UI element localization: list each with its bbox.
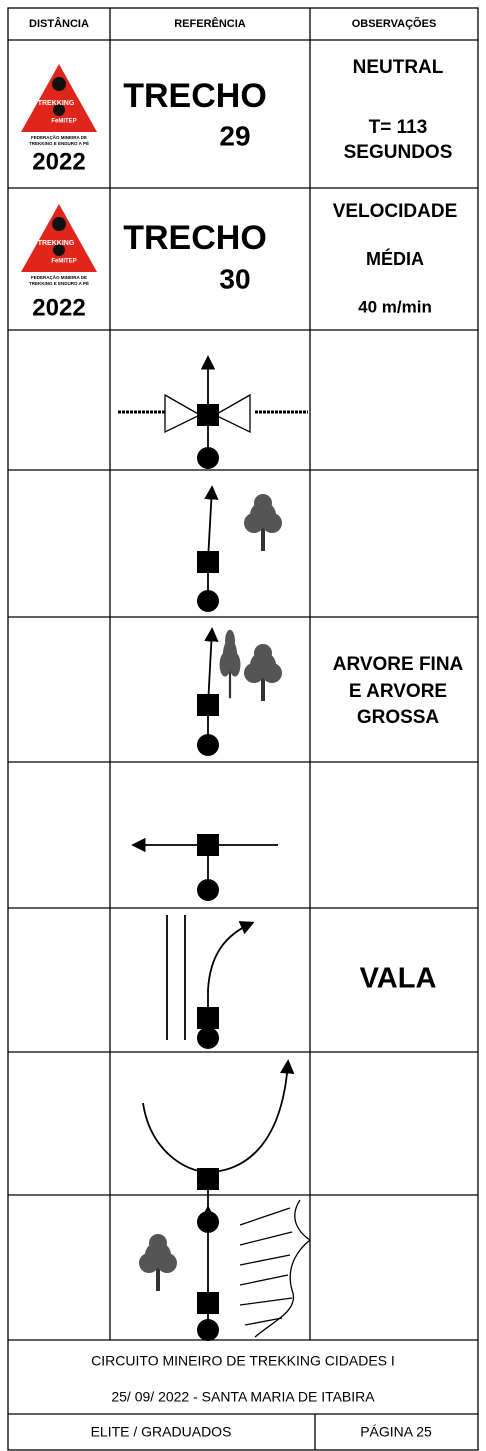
page-number: PÁGINA 25: [360, 1424, 432, 1440]
logo-federation: FEDERAÇÃO MINEIRA DE: [31, 134, 87, 140]
year: 2022: [32, 294, 85, 321]
logo-org: FeMITEP: [51, 259, 76, 265]
section-number: 30: [219, 263, 250, 294]
column-header: REFERÊNCIA: [174, 17, 246, 30]
route-diagram: [118, 355, 308, 469]
category: ELITE / GRADUADOS: [91, 1424, 232, 1440]
observation: E ARVORE: [349, 681, 447, 702]
observation: SEGUNDOS: [344, 142, 453, 163]
observation: GROSSA: [357, 707, 440, 728]
logo-federation: TREKKING E ENDURO A PÉ: [29, 279, 89, 286]
section-title: TRECHO: [123, 219, 267, 257]
route-diagram: ARVORE FINA E ARVORE GROSSA: [197, 627, 464, 756]
logo-org: FeMITEP: [51, 119, 76, 125]
logo-badge: TREKKING: [38, 240, 75, 247]
route-diagram: [131, 834, 278, 901]
footer-line: CIRCUITO MINEIRO DE TREKKING CIDADES I: [91, 1353, 395, 1369]
route-diagram: [139, 1199, 312, 1341]
logo-federation: TREKKING E ENDURO A PÉ: [29, 139, 89, 146]
observation: 40 m/min: [358, 297, 432, 316]
route-diagram: VALA: [166, 915, 437, 1049]
footer-line: 25/ 09/ 2022 - SANTA MARIA DE ITABIRA: [111, 1389, 375, 1405]
observation: NEUTRAL: [353, 57, 444, 78]
column-header: OBSERVAÇÕES: [352, 17, 437, 30]
section-number: 29: [219, 120, 250, 151]
observation: VALA: [360, 963, 437, 995]
logo-badge: TREKKING: [38, 100, 75, 107]
logo-federation: FEDERAÇÃO MINEIRA DE: [31, 274, 87, 280]
observation: VELOCIDADE: [333, 201, 458, 222]
observation: MÉDIA: [366, 248, 424, 269]
observation: T= 113: [369, 117, 428, 138]
column-header: DISTÂNCIA: [29, 17, 89, 30]
route-diagram: [142, 1059, 295, 1233]
year: 2022: [32, 148, 85, 175]
route-diagram: [197, 485, 282, 612]
observation: ARVORE FINA: [333, 654, 464, 675]
section-title: TRECHO: [123, 77, 267, 115]
table-grid: [7, 7, 479, 1451]
